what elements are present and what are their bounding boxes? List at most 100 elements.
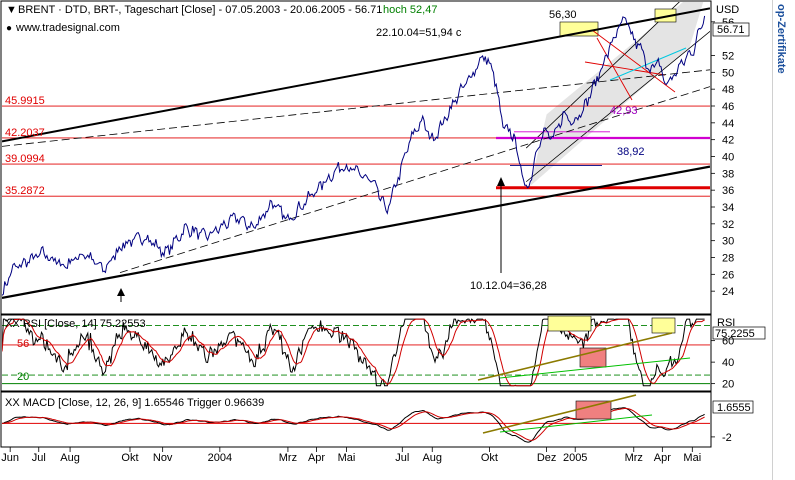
x-tick-label-14: Mrz bbox=[625, 452, 643, 464]
rsi-level-label-56: 56 bbox=[17, 338, 29, 350]
annotation-fib-3892: 38,92 bbox=[617, 146, 645, 158]
macd-title: XX MACD [Close, 12, 26, 9] 1.65546 Trigg… bbox=[5, 397, 264, 409]
rsi-green-trend bbox=[499, 357, 691, 379]
price-y-axis: 24262830323436384042444648505256 bbox=[711, 17, 734, 298]
rsi-last-value-box bbox=[712, 326, 766, 340]
macd-tick-label--2: -2 bbox=[722, 432, 732, 444]
main-overlay bbox=[510, 2, 710, 186]
level-label-1: 42.2037 bbox=[5, 127, 45, 139]
x-tick-label-13: 2005 bbox=[563, 452, 587, 464]
time-x-axis: Jun Jul Aug Okt Nov 2004 Mrz Apr Mai Jul Aug Okt Dez… bbox=[1, 447, 701, 464]
x-tick-label-0: Jun bbox=[1, 452, 19, 464]
arrow-head-aug03 bbox=[117, 288, 125, 296]
channel-upper-line bbox=[525, 2, 680, 149]
y-tick-label-38: 38 bbox=[722, 168, 734, 180]
hoch-label: hoch 52,47 bbox=[383, 4, 437, 16]
rsi-last-value: 75.2255 bbox=[715, 328, 755, 340]
level-label-2: 39.0994 bbox=[5, 153, 45, 165]
x-tick-label-6: Mrz bbox=[279, 452, 297, 464]
level-label-3: 35.2872 bbox=[5, 185, 45, 197]
currency-label: USD bbox=[716, 4, 739, 16]
long-term-resistance-line bbox=[2, 7, 710, 143]
macd-y-axis: -2 bbox=[711, 432, 732, 444]
y-tick-label-34: 34 bbox=[722, 202, 734, 214]
x-tick-label-5: 2004 bbox=[208, 452, 232, 464]
chart-title-icon: ▼ bbox=[6, 4, 17, 16]
dashed-mid-channel-line bbox=[119, 86, 710, 274]
rsi-olive-trend bbox=[477, 332, 673, 381]
macd-pink-box bbox=[575, 400, 612, 420]
long-term-support-line bbox=[2, 165, 710, 299]
annotation-high-oct: 22.10.04=51,94 c bbox=[376, 27, 462, 39]
macd-green-trend bbox=[499, 414, 653, 433]
rsi-title: XX RSI [Close, 14] 75.22553 bbox=[5, 318, 146, 330]
side-banner-label: op-Zertifikate bbox=[775, 4, 787, 74]
source-label: www.tradesignal.com bbox=[15, 22, 120, 34]
y-tick-label-50: 50 bbox=[722, 67, 734, 79]
rsi-overlay bbox=[477, 316, 691, 381]
x-tick-label-10: Aug bbox=[422, 452, 442, 464]
trend-lines bbox=[2, 7, 710, 299]
x-tick-label-16: Mai bbox=[683, 452, 701, 464]
rsi-level-label-20: 20 bbox=[17, 371, 29, 383]
last-value-box bbox=[712, 22, 750, 37]
arrow-head-dec04 bbox=[497, 177, 505, 186]
x-tick-label-15: Apr bbox=[654, 452, 671, 464]
macd-last-value-box bbox=[712, 400, 754, 414]
macd-overlay bbox=[482, 394, 653, 434]
macd-olive-trend bbox=[482, 394, 637, 434]
x-tick-label-4: Nov bbox=[153, 452, 173, 464]
y-tick-label-40: 40 bbox=[722, 152, 734, 164]
rsi-highlight-box-2 bbox=[651, 317, 676, 334]
x-tick-label-12: Dez bbox=[537, 452, 557, 464]
source-icon: ● bbox=[6, 23, 12, 34]
rsi-y-axis: 20 40 60 bbox=[711, 336, 734, 391]
y-tick-label-52: 52 bbox=[722, 51, 734, 63]
rsi-short-label: RSI bbox=[717, 317, 735, 329]
y-tick-label-36: 36 bbox=[722, 185, 734, 197]
rsi-pink-box bbox=[579, 347, 607, 368]
last-value: 56.71 bbox=[717, 24, 745, 36]
rsi-highlight-box-1 bbox=[547, 316, 592, 332]
red-decline-line-1 bbox=[591, 29, 676, 93]
x-tick-label-2: Aug bbox=[60, 452, 80, 464]
y-tick-label-24: 24 bbox=[722, 286, 734, 298]
y-tick-label-48: 48 bbox=[722, 84, 734, 96]
y-tick-label-30: 30 bbox=[722, 236, 734, 248]
annotation-peak-mar: 56,30 bbox=[549, 9, 577, 21]
cyan-trend-line bbox=[609, 47, 687, 81]
dashed-upper-mid-line bbox=[2, 69, 710, 147]
y-tick-label-46: 46 bbox=[722, 101, 734, 113]
rsi-series-line bbox=[2, 318, 705, 387]
rising-channel-band bbox=[530, 2, 704, 186]
price-series-line bbox=[2, 15, 706, 296]
marker-arrows bbox=[117, 177, 505, 302]
rsi-tick-label-60: 60 bbox=[722, 336, 734, 348]
x-tick-label-7: Apr bbox=[308, 452, 325, 464]
annotation-fib-4293: 42,93 bbox=[610, 105, 638, 117]
chart-title: BRENT · DTD, BRT-, Tageschart [Close] - … bbox=[18, 4, 382, 16]
rsi-signal-line bbox=[2, 318, 705, 387]
main-panel bbox=[0, 0, 712, 315]
level-labels: 45.9915 42.2037 39.0994 35.2872 bbox=[5, 95, 45, 197]
x-tick-label-9: Jul bbox=[395, 452, 409, 464]
macd-last-value: 1.6555 bbox=[717, 402, 751, 414]
x-tick-label-11: Okt bbox=[481, 452, 498, 464]
y-tick-label-26: 26 bbox=[722, 269, 734, 281]
rsi-tick-label-20: 20 bbox=[722, 379, 734, 391]
y-tick-label-42: 42 bbox=[722, 135, 734, 147]
red-decline-line-3 bbox=[584, 61, 666, 76]
level-label-0: 45.9915 bbox=[5, 95, 45, 107]
side-banner[interactable]: op-Zertifikate bbox=[772, 0, 795, 480]
x-tick-label-3: Okt bbox=[121, 452, 138, 464]
y-tick-label-32: 32 bbox=[722, 219, 734, 231]
red-decline-line-2 bbox=[596, 37, 633, 101]
support-resistance-levels bbox=[2, 105, 710, 197]
y-tick-label-44: 44 bbox=[722, 118, 734, 130]
x-tick-label-1: Jul bbox=[32, 452, 46, 464]
annotation-low-dec: 10.12.04=36,28 bbox=[470, 280, 547, 292]
x-tick-label-8: Mai bbox=[338, 452, 356, 464]
y-tick-label-28: 28 bbox=[722, 253, 734, 265]
rsi-tick-label-40: 40 bbox=[722, 357, 734, 369]
